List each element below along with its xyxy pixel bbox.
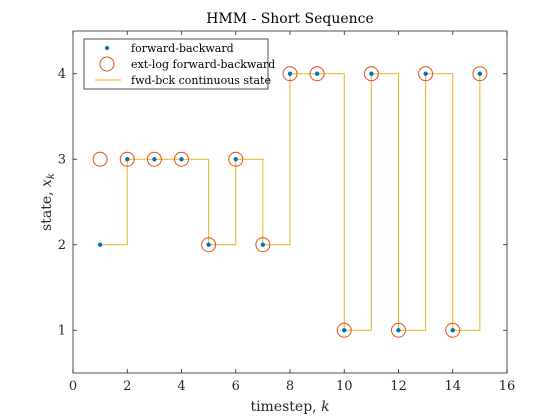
- forward-backward-point: [287, 71, 293, 76]
- forward-backward-point: [233, 157, 238, 162]
- legend-label-ext-log: ext-log forward-backward: [131, 58, 275, 71]
- x-tick-label: 2: [123, 379, 131, 394]
- ext-log-marker: [201, 237, 217, 253]
- ext-log-marker: [363, 66, 379, 82]
- y-tick-label: 4: [58, 67, 66, 82]
- ext-log-marker: [255, 237, 271, 253]
- forward-backward-point: [260, 242, 266, 247]
- forward-backward-point: [97, 242, 103, 247]
- x-tick-label: 4: [177, 379, 185, 394]
- ext-log-marker: [472, 66, 488, 82]
- y-tick-label: 1: [58, 323, 66, 338]
- x-axis-label: timestep, k: [250, 399, 329, 415]
- legend-box: [83, 38, 269, 90]
- chart-title: HMM - Short Sequence: [206, 11, 374, 27]
- y-tick-label: 2: [58, 238, 66, 253]
- ext-log-marker: [391, 322, 406, 338]
- forward-backward-point: [369, 71, 374, 76]
- ext-log-marker: [146, 151, 162, 167]
- legend-marker-forward-backward: [105, 46, 109, 50]
- ext-log-marker: [119, 151, 135, 167]
- x-tick-label: 0: [69, 379, 77, 394]
- y-axis-label-var: x: [39, 179, 55, 187]
- y-tick-label: 3: [58, 152, 66, 167]
- x-tick-label: 8: [286, 379, 294, 394]
- ext-log-marker: [309, 66, 325, 82]
- legend-marker-ext-log: [99, 56, 115, 72]
- forward-backward-point: [396, 328, 401, 333]
- series-layer: [92, 66, 488, 338]
- ext-log-marker: [418, 66, 434, 82]
- ext-log-marker: [282, 66, 298, 82]
- y-axis-label: state, xk: [39, 173, 57, 231]
- forward-backward-point: [125, 157, 130, 162]
- ext-log-marker: [336, 322, 352, 338]
- x-tick-label: 14: [444, 379, 461, 394]
- forward-backward-point: [450, 328, 455, 333]
- legend-label-continuous: fwd-bck continuous state: [131, 74, 271, 87]
- series-line-continuous-state: [100, 73, 481, 331]
- legend-label-forward-backward: forward-backward: [131, 42, 234, 55]
- y-axis-label-sub: k: [46, 173, 57, 179]
- x-tick-label: 10: [336, 379, 353, 394]
- x-tick-label: 6: [232, 379, 240, 394]
- ext-log-marker: [174, 151, 189, 167]
- legend: forward-backward ext-log forward-backwar…: [83, 38, 275, 90]
- forward-backward-point: [314, 71, 320, 76]
- ext-log-marker: [228, 151, 244, 167]
- forward-backward-point: [423, 71, 428, 76]
- x-tick-label: 12: [390, 379, 407, 394]
- x-axis-label-var: k: [321, 399, 329, 415]
- forward-backward-point: [179, 157, 184, 162]
- forward-backward-point: [342, 328, 347, 333]
- ext-log-marker: [445, 322, 461, 338]
- y-axis-label-text: state,: [39, 187, 55, 231]
- forward-backward-point: [206, 242, 211, 247]
- forward-backward-point: [477, 71, 483, 76]
- x-axis-label-text: timestep,: [250, 399, 321, 415]
- x-tick-label: 16: [499, 379, 516, 394]
- ext-log-marker: [92, 151, 108, 167]
- forward-backward-point: [152, 157, 157, 162]
